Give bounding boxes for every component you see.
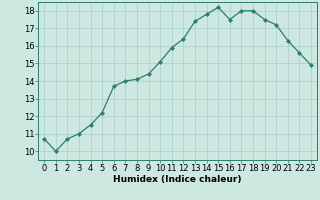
X-axis label: Humidex (Indice chaleur): Humidex (Indice chaleur): [113, 175, 242, 184]
